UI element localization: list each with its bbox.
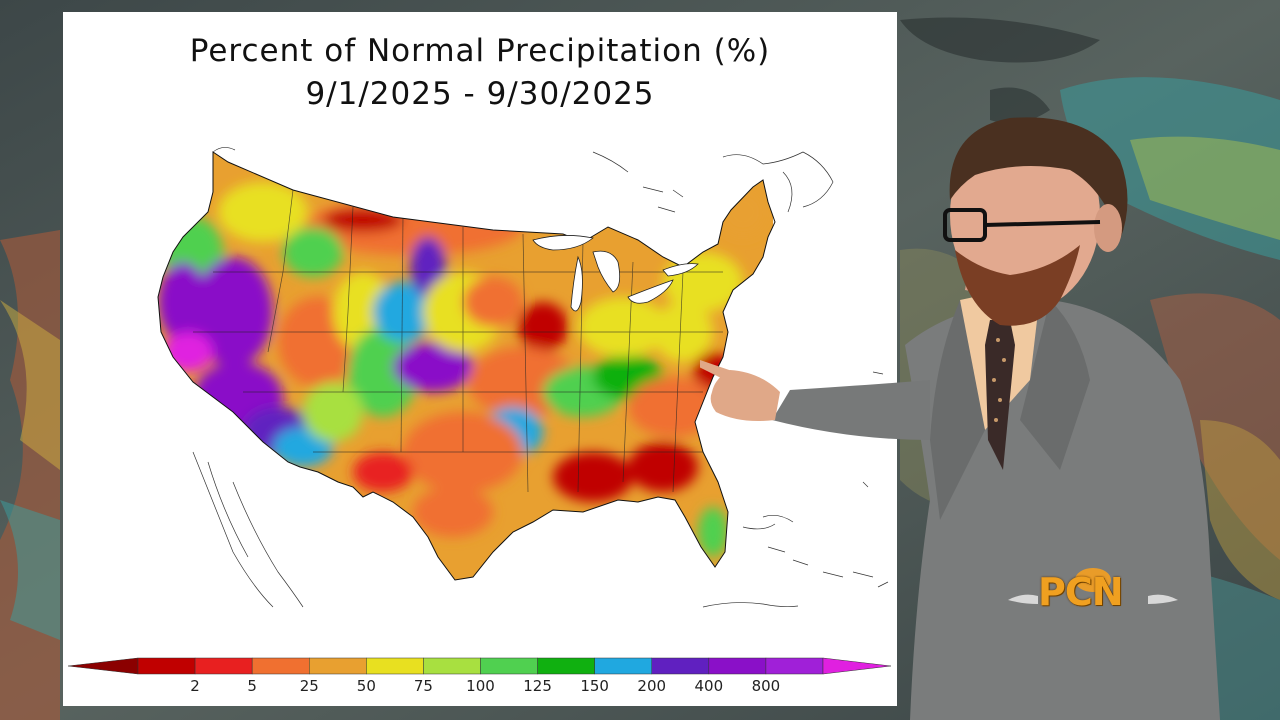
logo-wings <box>1008 568 1178 604</box>
legend-tick-label: 2 <box>190 677 200 695</box>
legend-swatch <box>537 657 595 675</box>
legend-colorbar: 2 5 25 50 75 100 125 150 200 400 800 <box>67 657 892 695</box>
legend-tick-label: 25 <box>300 677 319 695</box>
map-title-line2: 9/1/2025 - 9/30/2025 <box>305 76 655 112</box>
legend-tick-label: 5 <box>247 677 257 695</box>
legend-tick-label: 150 <box>580 677 609 695</box>
legend-swatch <box>423 657 481 675</box>
legend-swatch <box>194 657 253 675</box>
map-title-line1: Percent of Normal Precipitation (%) <box>189 33 771 69</box>
legend-tick-label: 200 <box>637 677 666 695</box>
legend-swatch <box>366 657 424 675</box>
legend-tick-label: 125 <box>523 677 552 695</box>
legend-swatch <box>251 657 310 675</box>
legend-swatch <box>137 657 196 675</box>
presenter <box>700 117 1220 720</box>
legend-tick-label: 800 <box>752 677 781 695</box>
map-title: Percent of Normal Precipitation (%) 9/1/… <box>63 30 897 116</box>
great-lakes <box>532 235 699 312</box>
neighbour-outlines <box>192 147 889 608</box>
legend-tick-label: 100 <box>466 677 495 695</box>
legend-swatch <box>309 657 367 675</box>
logo-text: PCN <box>1038 570 1124 614</box>
legend-tick-label: 50 <box>357 677 376 695</box>
precipitation-map-panel: Percent of Normal Precipitation (%) 9/1/… <box>63 12 897 706</box>
legend-swatch <box>594 657 653 675</box>
legend-swatch <box>480 657 538 675</box>
legend-low-arrow <box>67 657 139 675</box>
legend-tick-label: 400 <box>695 677 724 695</box>
legend-high-arrow <box>822 657 892 675</box>
pcn-logo: PCN <box>1008 566 1178 618</box>
legend-tick-label: 75 <box>414 677 433 695</box>
us-precipitation-map <box>157 147 889 608</box>
